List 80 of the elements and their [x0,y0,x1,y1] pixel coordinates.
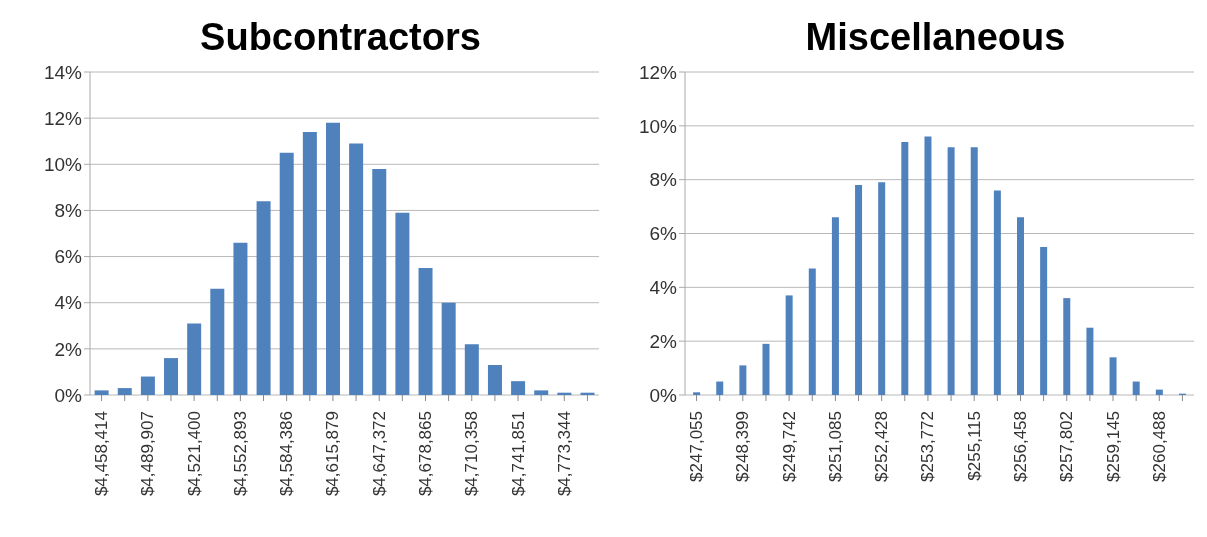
bar [970,147,978,395]
bar [1155,389,1163,395]
bar [511,381,526,395]
y-tick-label: 12% [43,107,83,129]
bar [164,358,179,395]
x-tick-label: $4,710,358 [462,411,482,497]
bar [117,388,132,395]
bar [924,136,932,395]
bar [140,376,155,395]
x-tick-label: $4,615,879 [323,411,343,497]
bar [831,217,839,395]
y-tick-label: 14% [43,61,83,83]
bar [464,344,479,395]
chart-title: Miscellaneous [805,16,1066,58]
x-tick-label: $257,802 [1057,411,1077,482]
bar [534,390,549,395]
x-tick-label: $4,521,400 [184,411,204,497]
bar [1063,298,1071,395]
y-tick-label: 8% [649,169,678,191]
y-tick-label: 10% [43,154,83,176]
x-tick-label: $4,741,851 [508,411,528,497]
bar [762,343,770,395]
bar [1086,327,1094,395]
bar [372,168,387,395]
x-tick-label: $253,772 [918,411,938,482]
y-tick-label: 0% [54,384,83,406]
y-tick-label: 2% [54,338,83,360]
y-tick-label: 6% [649,223,678,245]
y-tick-label: 8% [54,200,83,222]
bar [808,268,816,395]
bar [878,182,886,395]
bar [187,323,202,395]
x-tick-label: $4,584,386 [277,411,297,497]
x-tick-label: $251,085 [825,411,845,482]
bar [210,288,225,395]
bar [739,365,747,395]
y-tick-label: 2% [649,330,678,352]
y-tick-label: 0% [649,384,678,406]
bar [693,392,701,395]
y-tick-label: 6% [54,246,83,268]
x-tick-label: $260,488 [1149,411,1169,482]
bar [325,122,340,395]
x-tick-label: $256,458 [1010,411,1030,482]
bar [947,147,955,395]
bar [1017,217,1025,395]
bar [279,152,294,395]
x-tick-label: $4,647,372 [369,411,389,497]
x-tick-label: $4,458,414 [92,411,112,497]
x-tick-label: $4,552,893 [230,411,250,497]
bar [487,365,502,395]
x-tick-label: $255,115 [964,411,984,481]
y-tick-label: 12% [638,61,678,83]
bar [349,143,364,395]
bar [233,242,248,395]
bar [1132,381,1140,395]
bar [441,302,456,395]
bar [716,381,724,395]
bar [1109,357,1117,395]
x-tick-label: $4,678,865 [415,411,435,497]
bar [855,185,863,395]
y-tick-label: 4% [54,292,83,314]
bar [1040,246,1048,395]
bar [901,141,909,395]
bar [256,201,271,395]
bar [94,390,109,395]
bar [993,190,1001,395]
bar [302,131,317,395]
x-tick-label: $249,742 [779,411,799,482]
chart-title: Subcontractors [200,16,481,58]
x-tick-label: $252,428 [872,411,892,482]
bar [785,295,793,395]
x-tick-label: $4,489,907 [138,411,158,497]
y-tick-label: 10% [638,115,678,137]
bar [395,212,410,395]
bar [418,268,433,395]
x-tick-label: $248,399 [733,411,753,482]
y-tick-label: 4% [649,277,678,299]
x-tick-label: $247,055 [687,411,707,482]
x-tick-label: $4,773,344 [554,411,574,497]
x-tick-label: $259,145 [1103,411,1123,482]
